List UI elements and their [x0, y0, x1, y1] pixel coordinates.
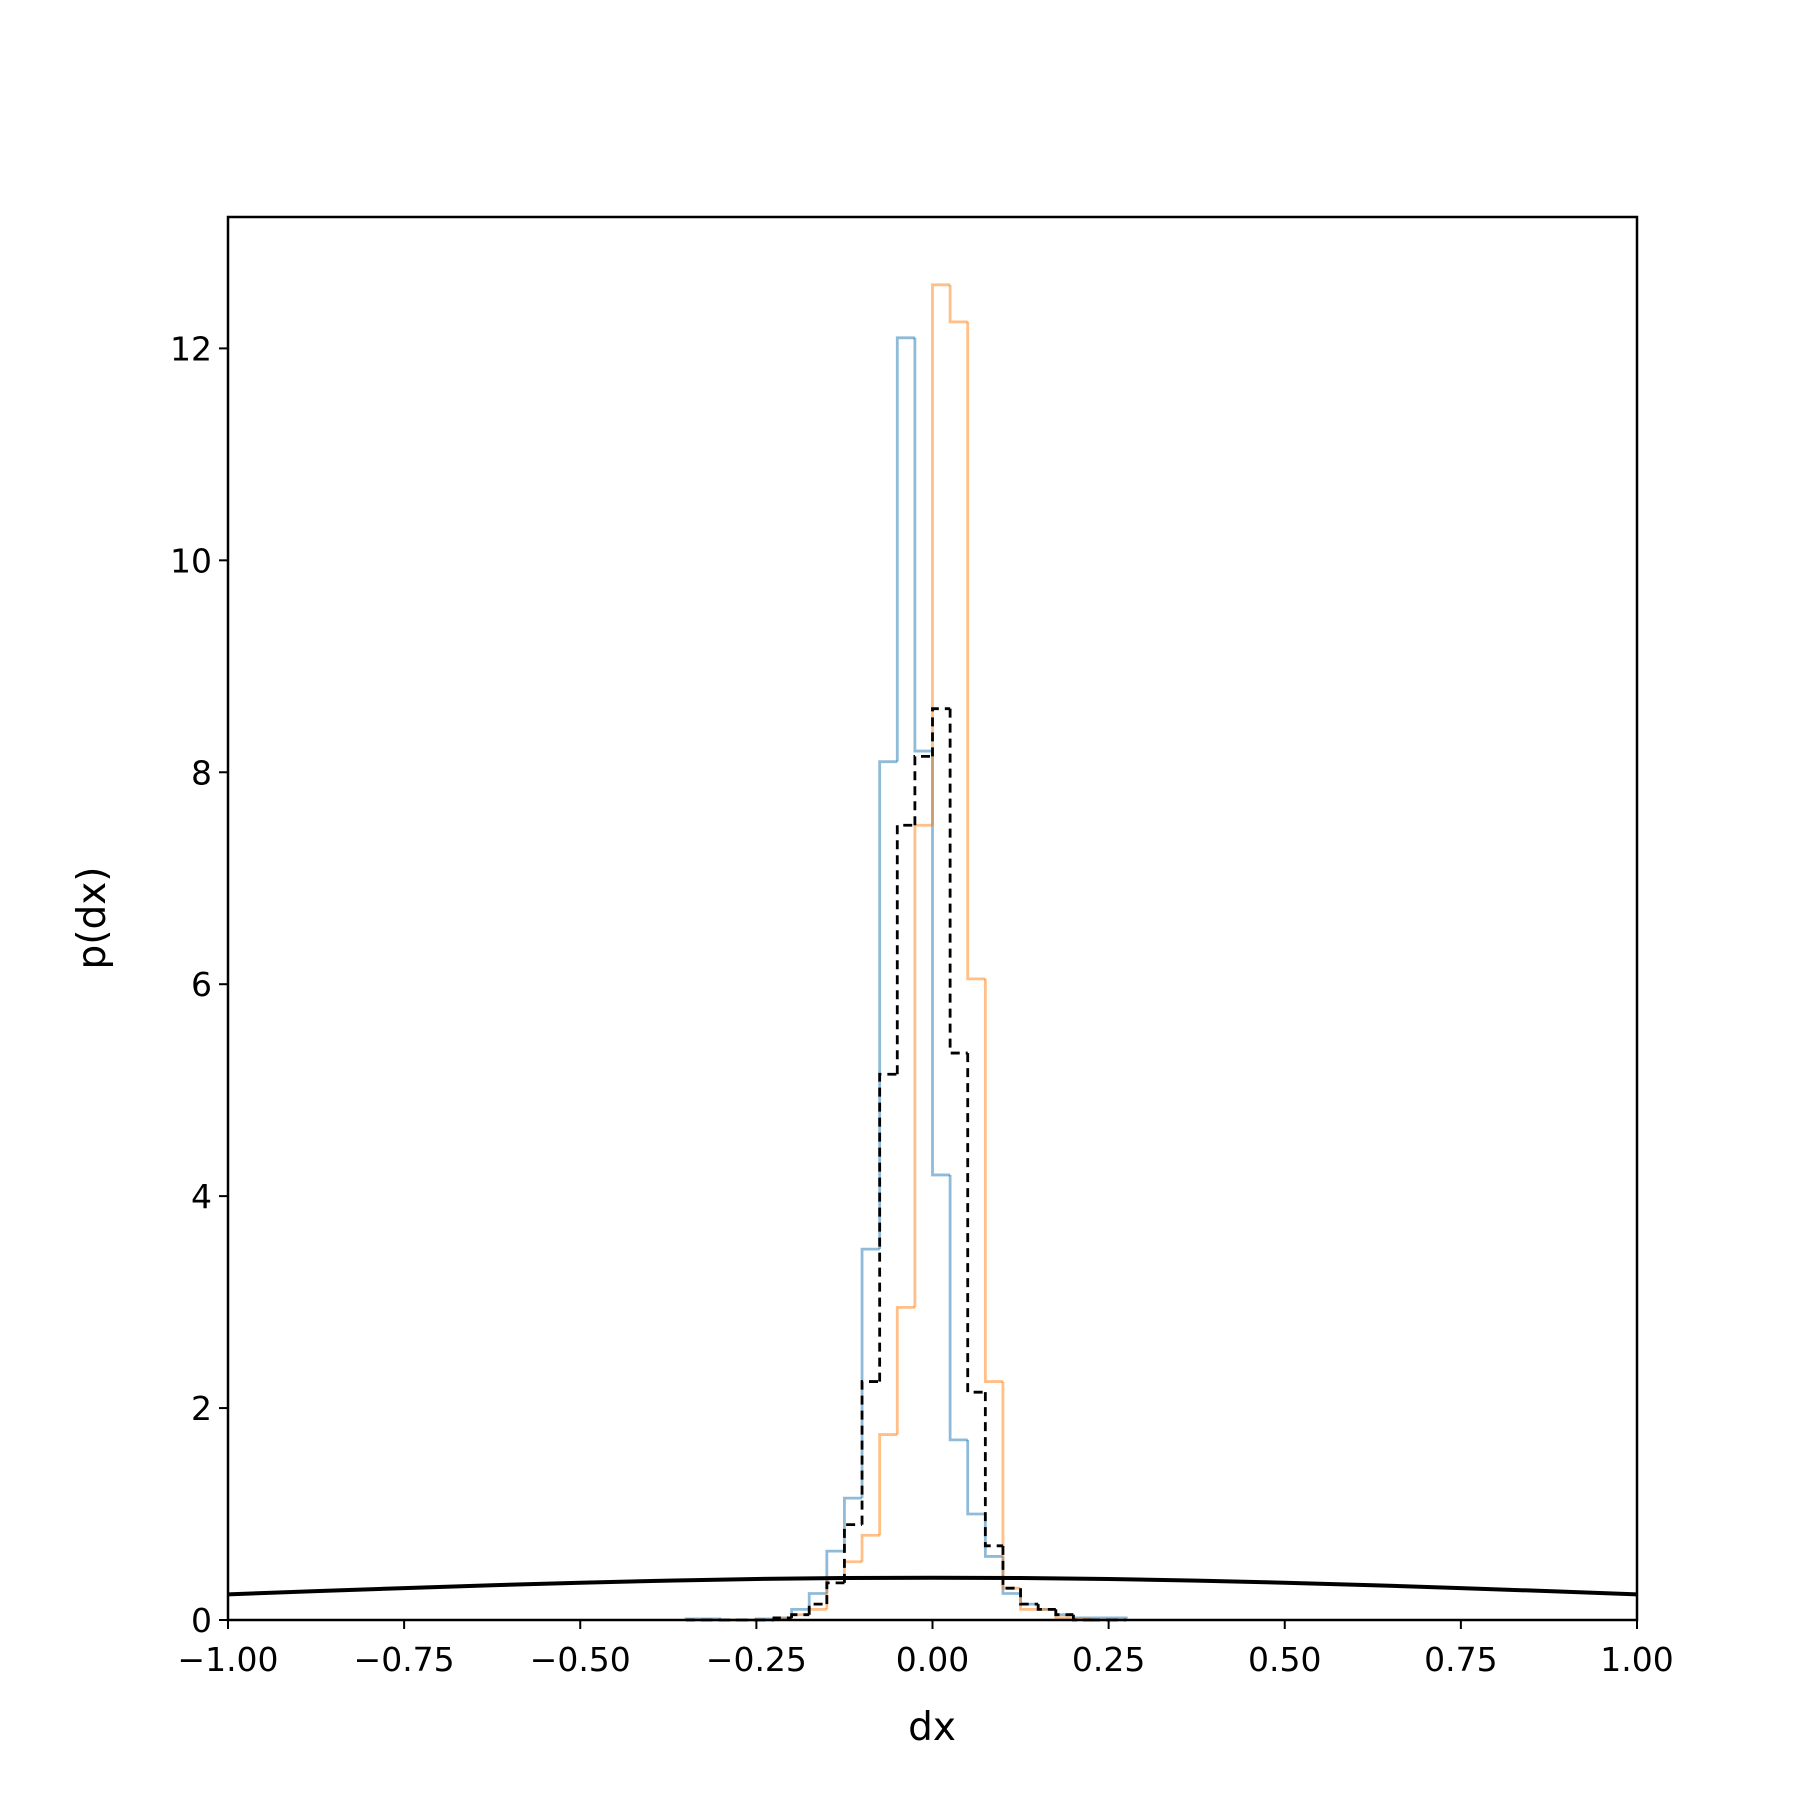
histogram-step [807, 1602, 827, 1615]
y-tick-label: 4 [191, 1177, 212, 1216]
histogram-step [895, 336, 915, 762]
histogram-step [895, 1306, 915, 1435]
histogram-step [878, 1433, 898, 1536]
y-tick-label: 2 [191, 1389, 212, 1428]
density-curve [227, 1575, 1638, 1597]
histogram-step [966, 321, 986, 981]
plot-area [227, 283, 1638, 1622]
histogram-step [860, 1533, 880, 1562]
histogram-step [790, 1613, 810, 1618]
histogram-step [1036, 1604, 1056, 1611]
histogram-step [860, 1380, 880, 1525]
histogram-step [878, 1072, 898, 1382]
histogram-step [860, 1247, 880, 1499]
histogram-step [825, 1581, 845, 1605]
x-tick-label: −0.75 [354, 1640, 455, 1679]
histogram-step [895, 823, 915, 1075]
y-tick-label: 0 [191, 1601, 212, 1640]
y-tick-label: 6 [191, 965, 212, 1004]
histogram-step [913, 823, 933, 1308]
histogram-step [966, 1439, 986, 1516]
x-tick-label: 0.25 [1072, 1640, 1145, 1679]
histogram-step [948, 708, 968, 1055]
histogram-step [931, 707, 951, 757]
histogram-step [843, 1523, 863, 1583]
y-tick-label: 8 [191, 753, 212, 792]
histogram-step [913, 754, 933, 826]
histogram-step [1072, 1614, 1092, 1620]
histogram-step [948, 1174, 968, 1442]
x-axis-label: dx [908, 1705, 956, 1750]
x-tick-label: 0.50 [1248, 1640, 1321, 1679]
y-axis-label: p(dx) [70, 866, 115, 969]
x-tick-label: −1.00 [177, 1640, 278, 1679]
histogram-step [1019, 1593, 1039, 1606]
histogram-step [983, 1514, 1003, 1558]
histogram-step [948, 284, 968, 324]
histogram-step [843, 1560, 863, 1578]
histogram-step [807, 1608, 827, 1615]
histogram-step [825, 1549, 845, 1594]
histogram-step [983, 1392, 1003, 1548]
histogram-step [931, 283, 951, 826]
x-tick-label: −0.25 [706, 1640, 807, 1679]
y-tick-label: 10 [170, 541, 212, 580]
histogram-step [913, 337, 933, 753]
x-tick-label: 1.00 [1600, 1640, 1673, 1679]
histogram-step [1019, 1588, 1039, 1611]
x-tick-label: 0.00 [896, 1640, 969, 1679]
y-tick-label: 12 [170, 329, 212, 368]
x-tick-label: 0.75 [1424, 1640, 1497, 1679]
histogram-step [1001, 1545, 1021, 1590]
histogram-step [1054, 1609, 1074, 1617]
histogram-step [983, 978, 1003, 1383]
histogram-step [1001, 1381, 1021, 1590]
histogram-step [807, 1592, 827, 1610]
histogram-step [931, 751, 951, 1177]
histogram-step [878, 760, 898, 1250]
histogram-step [1019, 1588, 1039, 1606]
x-tick-label: −0.50 [530, 1640, 631, 1679]
histogram-step [966, 1053, 986, 1394]
